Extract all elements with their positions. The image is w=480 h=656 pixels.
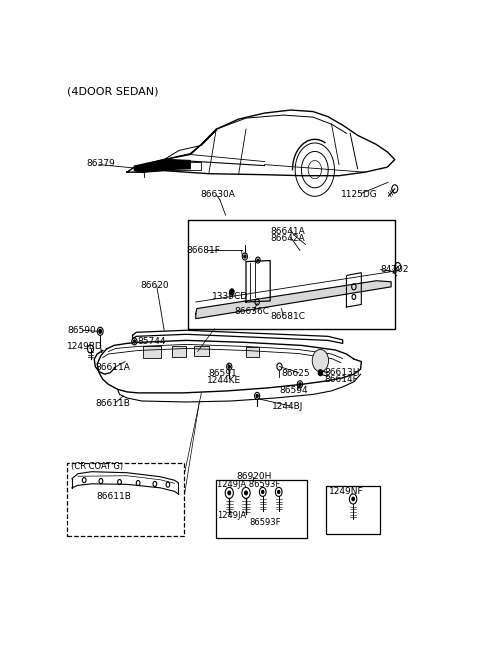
Text: 86641A: 86641A (270, 227, 305, 236)
Text: 86611A: 86611A (96, 363, 130, 372)
Circle shape (352, 497, 354, 501)
Text: 86620: 86620 (140, 281, 168, 291)
Circle shape (318, 370, 323, 376)
Circle shape (229, 289, 234, 295)
Bar (172, 346, 186, 357)
Text: 86636C: 86636C (234, 306, 269, 316)
Bar (67, 462, 184, 536)
Text: 86594: 86594 (279, 386, 308, 396)
Text: 1249JA: 1249JA (217, 511, 247, 520)
Text: 1249JA 86593F: 1249JA 86593F (217, 480, 281, 489)
Bar (188, 220, 395, 329)
Circle shape (257, 259, 259, 261)
Circle shape (299, 383, 301, 386)
Text: 86642A: 86642A (270, 234, 305, 243)
Bar (246, 348, 259, 357)
Text: 86613H: 86613H (324, 368, 360, 377)
Text: 86681C: 86681C (270, 312, 305, 321)
Polygon shape (134, 159, 190, 172)
Text: 1125DG: 1125DG (341, 190, 378, 199)
Text: (4DOOR SEDAN): (4DOOR SEDAN) (67, 87, 158, 96)
Bar (194, 346, 209, 356)
Text: 86681F: 86681F (186, 246, 220, 255)
Text: (CR COAT'G): (CR COAT'G) (71, 462, 123, 471)
Circle shape (245, 491, 247, 495)
Circle shape (256, 394, 258, 398)
Text: 1339CD: 1339CD (212, 293, 248, 301)
Text: 86625: 86625 (281, 369, 310, 379)
Text: 1244BJ: 1244BJ (272, 401, 303, 411)
Text: 85744: 85744 (137, 337, 166, 346)
Polygon shape (196, 281, 391, 319)
Text: 86630A: 86630A (201, 190, 236, 199)
Circle shape (277, 490, 280, 493)
Text: 86920H: 86920H (237, 472, 272, 481)
Circle shape (312, 350, 329, 372)
Circle shape (99, 329, 102, 333)
Circle shape (133, 340, 135, 343)
Text: 86614F: 86614F (324, 375, 358, 384)
Text: 1244KE: 1244KE (207, 377, 241, 385)
Text: 1249NF: 1249NF (329, 487, 364, 497)
Text: 86593F: 86593F (249, 518, 280, 527)
Circle shape (228, 365, 230, 368)
Text: 84702: 84702 (381, 265, 409, 274)
Text: 86591: 86591 (208, 369, 237, 379)
Text: 86611B: 86611B (96, 398, 130, 407)
Circle shape (244, 255, 246, 258)
Text: 1249BD: 1249BD (67, 342, 103, 351)
Text: 86379: 86379 (86, 159, 115, 168)
Circle shape (228, 491, 231, 495)
Text: 86590: 86590 (67, 326, 96, 335)
Bar (216, 480, 307, 539)
Circle shape (262, 490, 264, 493)
Bar (164, 161, 202, 170)
Bar (143, 346, 161, 358)
Bar (326, 486, 380, 535)
Text: 86611B: 86611B (96, 493, 132, 501)
